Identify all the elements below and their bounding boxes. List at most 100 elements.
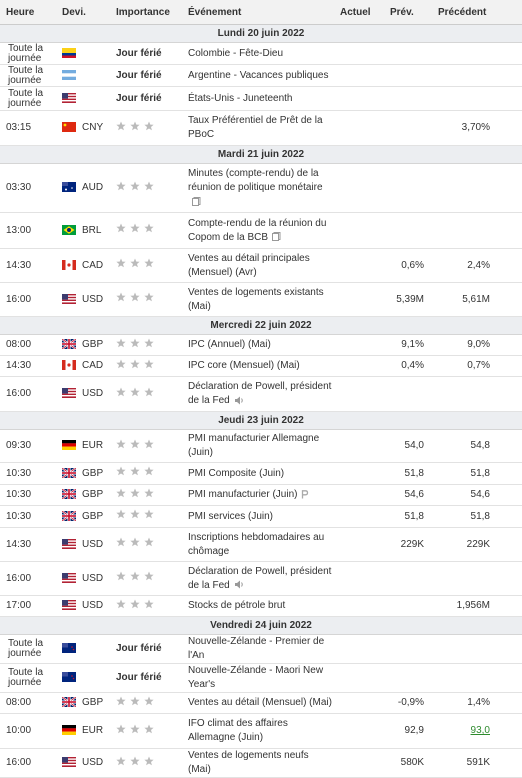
event: PMI manufacturier Allemagne (Juin) [188,433,320,458]
event: Nouvelle-Zélande - Maori New Year's [188,665,324,690]
currency-cell: BRL [56,212,110,249]
flag [62,489,76,500]
holiday-label: Jour férié [116,643,162,654]
currency-cell: USD [56,376,110,412]
event-cell: Nouvelle-Zélande - Maori New Year's [182,663,334,693]
importance: Jour férié [110,42,182,65]
previous: 1,4% [432,692,522,714]
importance-stars [116,599,154,608]
forecast-value: 51,8 [404,510,424,522]
previous-value: 93,0 [470,725,490,736]
currency: EUR [82,440,104,451]
event-cell: Taux Préférentiel de Prêt de la PBoC [182,110,334,146]
currency: AUD [82,182,104,193]
event-row: 14:30 CAD Ventes au détail principales (Me… [0,248,522,283]
event-cell: PMI services (Juin) [182,505,334,528]
currency: CAD [82,259,104,271]
importance-stars [116,724,154,733]
time: Toute la journée [0,634,56,664]
previous-value: 229K [466,538,490,550]
event-cell: Colombie - Fête-Dieu [182,42,334,65]
flag [62,757,76,768]
forecast-value: 54,6 [404,489,424,500]
actual [334,110,384,146]
event-cell: PMI manufacturier (Juin) [182,484,334,506]
previous-value: 51,8 [470,510,490,522]
importance [110,692,182,714]
event: Stocks de pétrole brut [188,600,286,611]
event: Ventes de logements neufs (Mai) [188,750,309,775]
doc-icon [192,196,201,206]
time: 08:00 [0,692,56,714]
actual [334,429,384,463]
actual [334,748,384,778]
actual [334,163,384,213]
importance [110,355,182,377]
time: 10:00 [0,713,56,749]
actual [334,42,384,65]
currency: GBP [82,697,104,708]
flag [62,224,76,235]
time: 09:30 [0,429,56,463]
flag [62,339,76,350]
event-row: Toute la journée Jour férié Nouvelle-Zélan… [0,634,522,664]
actual [334,334,384,356]
event: États-Unis - Juneteenth [188,92,293,104]
previous [432,42,522,65]
flag [62,182,76,193]
forecast: 5,39M [384,282,432,317]
forecast-value: 229K [400,538,424,550]
flag [62,388,76,399]
flag [62,122,76,133]
importance [110,527,182,562]
forecast-value: 9,1% [401,339,424,350]
forecast: 9,1% [384,334,432,356]
currency: CNY [82,122,104,133]
event-cell: Stocks de pétrole brut [182,595,334,617]
forecast: 229K [384,527,432,562]
importance-stars [116,387,154,396]
previous [432,212,522,249]
event-row: 08:00 GBP IPC (Annuel) (Mai) 9,1% 9,0% [0,334,522,356]
time: 08:00 [0,334,56,356]
currency-cell [56,42,110,65]
event-row: 10:00 EUR IFO climat des affaires Allemagn… [0,713,522,749]
actual [334,355,384,377]
importance [110,376,182,412]
previous-value: 1,956M [456,600,490,611]
actual [334,692,384,714]
event-row: 17:00 USD Stocks de pétrole brut 1,956M [0,595,522,617]
event-row: 10:30 GBP PMI manufacturier (Juin) 54,6 54,6 [0,484,522,506]
flag [62,92,76,103]
importance-stars [116,466,154,476]
event: Déclaration de Powell, président de la F… [188,565,332,591]
event: IPC core (Mensuel) (Mai) [188,360,300,371]
actual [334,86,384,111]
doc-icon [272,232,281,242]
event-cell: IFO climat des affaires Allemagne (Juin) [182,713,334,749]
column-header: Importance [110,0,182,25]
event-cell: Déclaration de Powell, président de la F… [182,561,334,596]
currency: USD [82,538,104,550]
time: Toute la journée [0,42,56,65]
event-cell: Ventes de logements neufs (Mai) [182,748,334,778]
forecast: 0,4% [384,355,432,377]
previous: 2,4% [432,248,522,283]
day-label: Mercredi 22 juin 2022 [0,316,522,335]
flag [62,259,76,270]
flag [62,510,76,521]
importance: Jour férié [110,86,182,111]
forecast-value: 51,8 [404,467,424,479]
column-header: Événement [182,0,334,25]
importance-stars [116,696,154,705]
event-row: 14:30 USD Inscriptions hebdomadaires au ch… [0,527,522,562]
importance [110,748,182,778]
currency-cell: EUR [56,429,110,463]
event-row: 16:00 USD Ventes de logements neufs (Mai) 5… [0,748,522,778]
importance-stars [116,292,154,302]
actual [334,462,384,485]
flag [62,725,76,736]
time: 16:00 [0,561,56,596]
time: 14:30 [0,527,56,562]
forecast [384,376,432,412]
